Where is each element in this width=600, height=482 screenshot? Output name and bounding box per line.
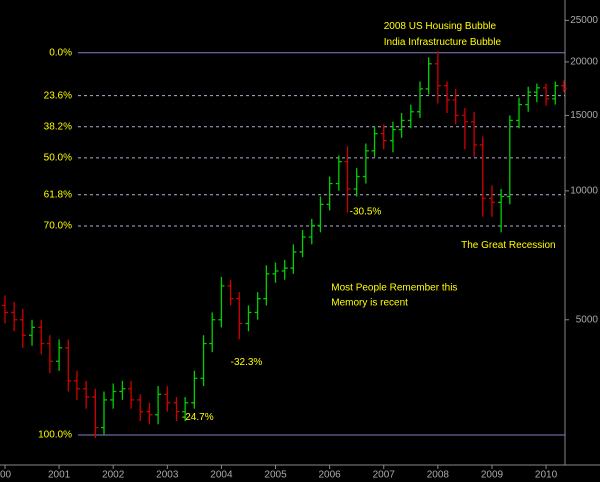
annotation: India Infrastructure Bubble [384, 37, 502, 48]
retracement-label: 0.0% [49, 47, 72, 58]
y-tick-label: 20000 [570, 57, 598, 68]
retracement-label: 100.0% [38, 430, 72, 441]
x-tick-label: 2007 [373, 470, 396, 481]
annotation: -32.3% [231, 357, 263, 368]
x-tick-label: 2002 [102, 470, 125, 481]
x-tick-label: 2006 [319, 470, 342, 481]
annotation: -30.5% [350, 206, 382, 217]
annotation: Memory is recent [331, 298, 408, 309]
x-tick-label: 2010 [535, 470, 558, 481]
y-tick-label: 5000 [576, 314, 599, 325]
annotation: Most People Remember this [331, 283, 457, 294]
annotation: 2008 US Housing Bubble [384, 21, 497, 32]
retracement-label: 23.6% [44, 90, 72, 101]
retracement-label: 50.0% [44, 153, 72, 164]
x-tick-label: 2005 [264, 470, 287, 481]
x-tick-label: 2009 [481, 470, 504, 481]
annotation: The Great Recession [461, 240, 555, 251]
x-tick-label: 2001 [48, 470, 71, 481]
x-tick-label: 00 [0, 470, 12, 481]
y-tick-label: 15000 [570, 110, 598, 121]
x-tick-label: 2008 [427, 470, 450, 481]
annotation: -24.7% [182, 412, 214, 423]
retracement-label: 70.0% [44, 221, 72, 232]
y-tick-label: 10000 [570, 185, 598, 196]
y-tick-label: 25000 [570, 15, 598, 26]
x-tick-label: 2004 [210, 470, 233, 481]
x-tick-label: 2003 [156, 470, 179, 481]
retracement-label: 61.8% [44, 189, 72, 200]
retracement-label: 38.2% [44, 121, 72, 132]
